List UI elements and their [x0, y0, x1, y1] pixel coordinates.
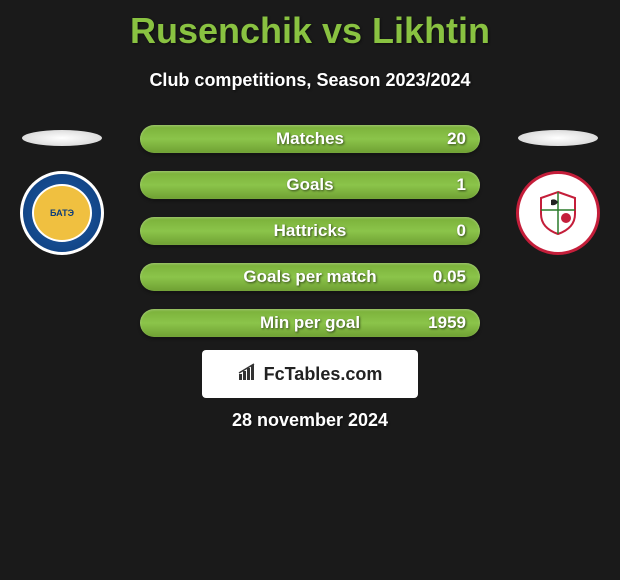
left-player-area: БАТЭ: [20, 130, 104, 255]
stat-row-matches: Matches 20: [140, 125, 480, 153]
stat-value: 0.05: [433, 267, 466, 287]
left-badge-label: БАТЭ: [32, 184, 92, 242]
stat-value: 1959: [428, 313, 466, 333]
stat-row-gpm: Goals per match 0.05: [140, 263, 480, 291]
source-logo[interactable]: FcTables.com: [202, 350, 418, 398]
shield-crest-icon: [533, 188, 583, 238]
stat-label: Hattricks: [274, 221, 347, 241]
right-team-badge: [516, 171, 600, 255]
comparison-date: 28 november 2024: [0, 410, 620, 431]
stat-label: Goals: [286, 175, 333, 195]
stat-label: Matches: [276, 129, 344, 149]
right-player-area: [516, 130, 600, 255]
stat-value: 0: [457, 221, 466, 241]
stat-value: 1: [457, 175, 466, 195]
left-player-oval: [22, 130, 102, 146]
stat-row-goals: Goals 1: [140, 171, 480, 199]
stat-label: Goals per match: [243, 267, 376, 287]
stat-row-mpg: Min per goal 1959: [140, 309, 480, 337]
logo-text: FcTables.com: [264, 364, 383, 385]
comparison-title: Rusenchik vs Likhtin: [0, 0, 620, 52]
season-subtitle: Club competitions, Season 2023/2024: [0, 70, 620, 91]
stats-list: Matches 20 Goals 1 Hattricks 0 Goals per…: [140, 125, 480, 355]
right-player-oval: [518, 130, 598, 146]
left-team-badge: БАТЭ: [20, 171, 104, 255]
right-badge-inner: [528, 183, 588, 243]
bar-chart-icon: [238, 363, 258, 386]
stat-row-hattricks: Hattricks 0: [140, 217, 480, 245]
stat-label: Min per goal: [260, 313, 360, 333]
stat-value: 20: [447, 129, 466, 149]
